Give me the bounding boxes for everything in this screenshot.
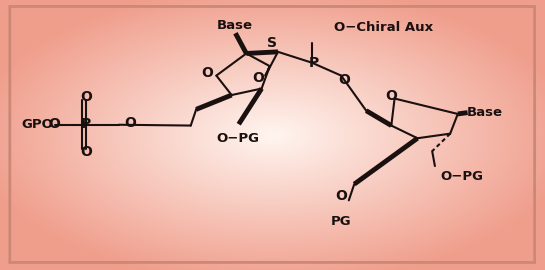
Text: O: O	[201, 66, 213, 80]
Text: P: P	[81, 117, 91, 131]
Text: Base: Base	[467, 106, 502, 119]
Text: Base: Base	[216, 19, 252, 32]
Text: GPO: GPO	[22, 118, 53, 131]
Text: P: P	[309, 56, 319, 70]
Text: O−Chiral Aux: O−Chiral Aux	[334, 21, 433, 34]
Text: O−PG: O−PG	[440, 170, 483, 183]
Text: O: O	[385, 89, 397, 103]
Text: O: O	[48, 117, 60, 131]
Text: O: O	[335, 189, 347, 203]
Text: O: O	[252, 71, 264, 85]
Text: O−PG: O−PG	[216, 132, 259, 145]
Text: O: O	[124, 116, 136, 130]
Text: S: S	[268, 36, 277, 50]
Text: PG: PG	[331, 215, 352, 228]
Text: O: O	[338, 73, 350, 87]
Text: O: O	[80, 90, 92, 104]
Text: O: O	[80, 145, 92, 159]
